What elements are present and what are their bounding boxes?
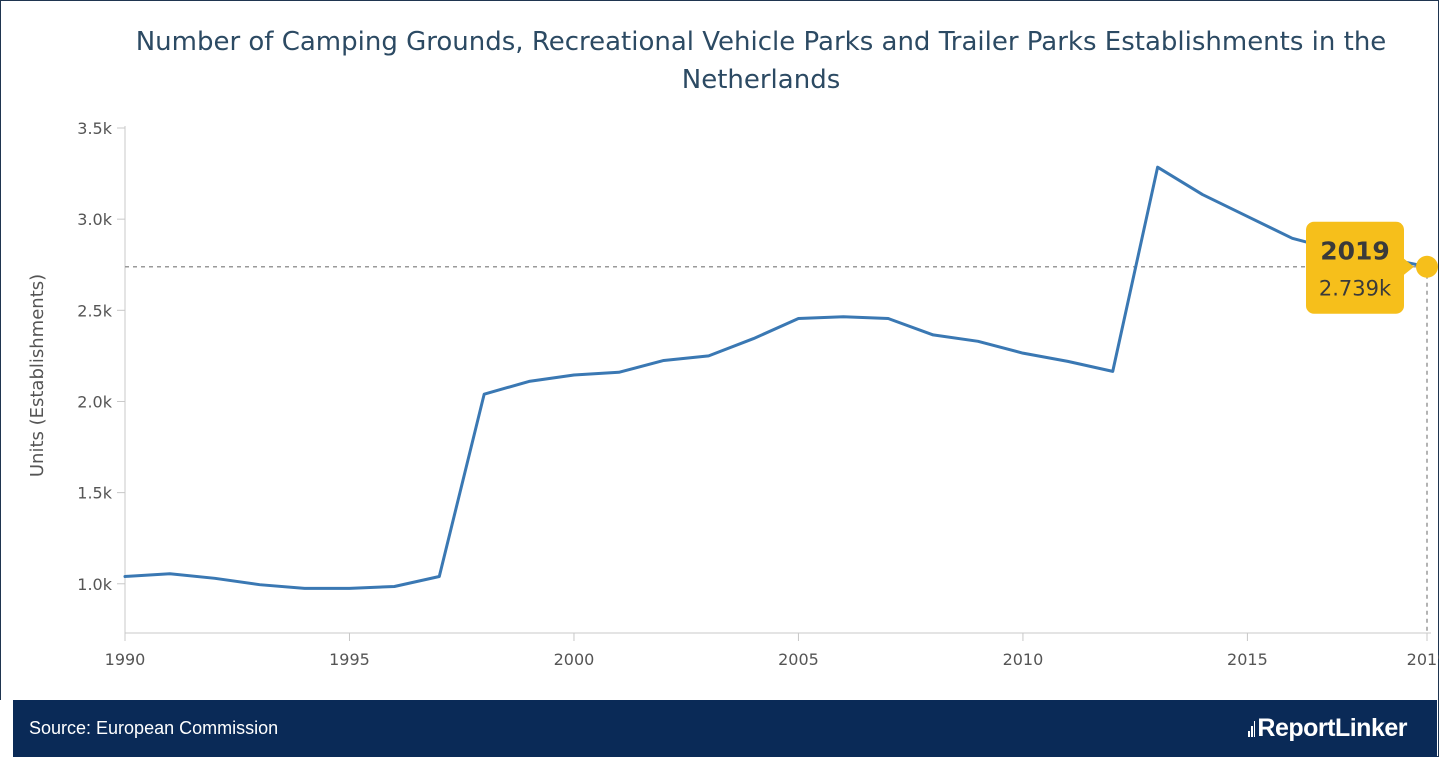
footer-gap — [0, 700, 13, 757]
tooltip-pointer — [1404, 258, 1414, 275]
y-tick-label: 2.0k — [77, 392, 112, 411]
y-tick-label: 3.0k — [77, 210, 112, 229]
x-tick-label: 1995 — [329, 650, 370, 669]
y-tick-label: 1.0k — [77, 575, 112, 594]
chart-title: Number of Camping Grounds, Recreational … — [135, 27, 1387, 95]
x-tick-label: 2005 — [778, 650, 819, 669]
tooltip-value: 2.739k — [1319, 277, 1392, 301]
y-tick-label: 2.5k — [77, 301, 112, 320]
x-tick-label: 2010 — [1003, 650, 1044, 669]
x-tick-label: 2000 — [554, 650, 595, 669]
x-tick-label: 2015 — [1227, 650, 1268, 669]
line-chart[interactable]: 1.0k 1.5k 2.0k 2.5k 3.0k 3.5k 1990 1995 2000 2005… — [0, 0, 1439, 700]
series-line[interactable] — [123, 165, 1429, 590]
tooltip-box — [1306, 221, 1404, 314]
brand-name: ReportLinker — [1257, 714, 1407, 742]
brand-logo[interactable]: ReportLinker — [1248, 714, 1407, 743]
tooltip-year: 2019 — [1320, 237, 1390, 266]
y-tick-label: 1.5k — [77, 484, 112, 503]
footer-bar: Source: European Commission ReportLinker — [13, 700, 1437, 757]
bar-chart-icon — [1248, 719, 1256, 737]
x-tick-label: 2019 — [1407, 650, 1439, 669]
source-label: Source: European Commission — [29, 718, 279, 738]
x-tick-label: 1990 — [105, 650, 146, 669]
y-axis-label: Units (Establishments) — [27, 274, 48, 477]
y-tick-label: 3.5k — [77, 119, 112, 138]
highlight-point[interactable] — [1416, 255, 1438, 278]
